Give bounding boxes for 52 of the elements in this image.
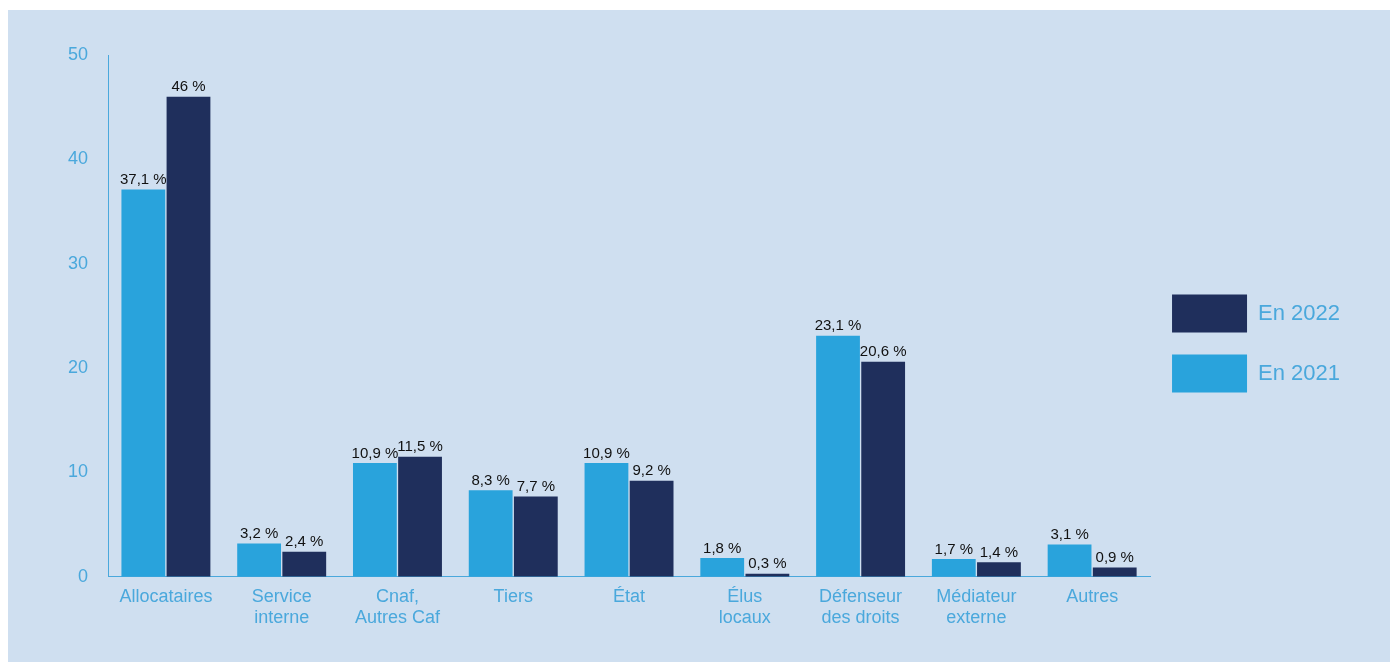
bar — [1092, 567, 1137, 577]
legend-label: En 2022 — [1258, 299, 1341, 325]
bar — [468, 490, 513, 577]
data-label: 3,2 % — [239, 524, 279, 542]
data-label: 3,1 % — [1050, 525, 1089, 543]
y-tick-label: 10 — [67, 461, 89, 482]
bar — [166, 96, 211, 577]
bar — [513, 496, 558, 577]
y-tick-label: 40 — [67, 148, 89, 169]
data-label: 10,9 % — [351, 443, 399, 461]
x-tick-label: Allocataires — [119, 585, 213, 606]
data-label: 9,2 % — [632, 461, 671, 479]
data-label: 11,5 % — [397, 437, 443, 455]
y-tick-label: 30 — [67, 252, 89, 273]
bar — [816, 335, 860, 577]
data-label: 10,9 % — [583, 443, 630, 461]
data-label: 0,3 % — [748, 554, 787, 572]
bar — [237, 543, 282, 577]
x-tick-label: Défenseur des droits — [819, 585, 903, 628]
legend-label: En 2021 — [1258, 359, 1341, 385]
bar — [352, 463, 397, 577]
x-tick-label: État — [613, 585, 646, 606]
data-label: 1,8 % — [703, 538, 742, 556]
y-tick-label: 20 — [67, 357, 89, 378]
data-label: 1,4 % — [979, 542, 1019, 560]
x-tick-label: Élus locaux — [718, 585, 771, 628]
data-label: 20,6 % — [859, 342, 907, 360]
x-tick-label: Médiateur externe — [936, 585, 1017, 628]
bar — [1047, 544, 1092, 577]
y-tick-label: 50 — [67, 43, 89, 64]
data-label: 7,7 % — [516, 477, 556, 495]
y-tick-label: 0 — [78, 565, 89, 586]
bar — [121, 189, 166, 577]
bar — [629, 480, 674, 577]
data-label: 1,7 % — [934, 539, 973, 557]
data-label: 37,1 % — [119, 170, 167, 188]
data-label: 2,4 % — [285, 532, 324, 550]
x-tick-label: Tiers — [493, 585, 533, 606]
bar — [398, 456, 442, 577]
bar — [584, 463, 629, 577]
x-tick-label: Cnaf, Autres Caf — [354, 585, 441, 628]
data-label: 23,1 % — [814, 316, 862, 334]
bar — [931, 559, 976, 577]
data-label: 0,9 % — [1095, 548, 1134, 566]
bar — [977, 562, 1021, 577]
bar — [861, 361, 906, 577]
x-tick-label: Service interne — [251, 585, 312, 628]
data-label: 46 % — [171, 77, 206, 95]
x-tick-label: Autres — [1066, 585, 1119, 606]
bar — [282, 551, 327, 577]
bar — [700, 558, 745, 577]
data-label: 8,3 % — [471, 470, 510, 488]
